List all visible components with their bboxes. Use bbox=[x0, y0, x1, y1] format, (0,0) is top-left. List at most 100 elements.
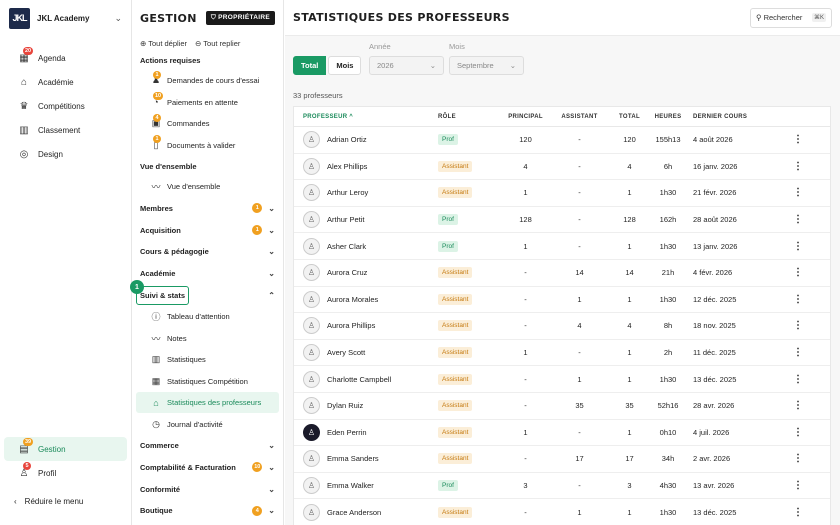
group-item[interactable]: Académie ⌄ bbox=[132, 263, 283, 285]
professor-name[interactable]: Charlotte Campbell bbox=[327, 374, 392, 384]
role-badge: Assistant bbox=[438, 453, 473, 465]
row-menu-icon[interactable]: ⋮ bbox=[793, 453, 803, 465]
professor-name[interactable]: Aurora Morales bbox=[327, 294, 379, 304]
role-badge: Assistant bbox=[438, 293, 473, 305]
nav-item-competitions[interactable]: ♛ Compétitions bbox=[4, 94, 127, 118]
overview-item[interactable]: 〰 Vue d'ensemble bbox=[136, 176, 279, 198]
col-professeur[interactable]: PROFESSEUR ^ bbox=[303, 113, 354, 120]
table-row[interactable]: ♙ Aurora Phillips Assistant - 4 4 8h 18 nov. 20… bbox=[294, 313, 830, 340]
row-menu-icon[interactable]: ⋮ bbox=[793, 134, 803, 146]
row-menu-icon[interactable]: ⋮ bbox=[793, 373, 803, 385]
action-item[interactable]: ◔ 10 Paiements en attente bbox=[136, 92, 279, 114]
group-item[interactable]: Conformité ⌄ bbox=[132, 478, 283, 500]
table-row[interactable]: ♙ Alex Phillips Assistant 4 - 4 6h 16 janv. 202… bbox=[294, 154, 830, 181]
table-row[interactable]: ♙ Charlotte Campbell Assistant - 1 1 1h30 13 dé… bbox=[294, 366, 830, 393]
nav-item-design[interactable]: ◎ Design bbox=[4, 142, 127, 166]
row-menu-icon[interactable]: ⋮ bbox=[793, 347, 803, 359]
avatar: ♙ bbox=[303, 477, 320, 495]
mois-toggle[interactable]: Mois bbox=[328, 56, 362, 75]
professor-name[interactable]: Aurora Cruz bbox=[327, 268, 368, 278]
row-menu-icon[interactable]: ⋮ bbox=[793, 320, 803, 332]
table-row[interactable]: ♙ Arthur Petit Prof 128 - 128 162h 28 août 2026… bbox=[294, 207, 830, 234]
cell-dernier-cours: 28 avr. 2026 bbox=[693, 401, 735, 411]
role-badge: Assistant bbox=[438, 347, 473, 359]
avatar: ♙ bbox=[303, 503, 320, 521]
table-row[interactable]: ♙ Grace Anderson Assistant - 1 1 1h30 13 déc. 2… bbox=[294, 499, 830, 525]
professor-name[interactable]: Adrian Ortiz bbox=[327, 135, 367, 145]
professor-name[interactable]: Dylan Ruiz bbox=[327, 401, 364, 411]
professor-name[interactable]: Arthur Petit bbox=[327, 215, 365, 225]
table-row[interactable]: ♙ Aurora Cruz Assistant - 14 14 21h 4 févr. 202… bbox=[294, 260, 830, 287]
row-menu-icon[interactable]: ⋮ bbox=[793, 506, 803, 518]
table-row[interactable]: ♙ Emma Sanders Assistant - 17 17 34h 2 avr. 202… bbox=[294, 446, 830, 473]
action-item[interactable]: ♟ 1 Demandes de cours d'essai bbox=[136, 70, 279, 92]
nav-item-academie[interactable]: ⌂ Académie bbox=[4, 70, 127, 94]
suivi-item[interactable]: ⌂ Statistiques des professeurs bbox=[136, 391, 279, 414]
cell-principal: 1 bbox=[523, 188, 528, 198]
professor-name[interactable]: Eden Perrin bbox=[327, 427, 367, 437]
table-row[interactable]: ♙ Avery Scott Assistant 1 - 1 2h 11 déc. 2025 ⋮ bbox=[294, 340, 830, 367]
action-item[interactable]: ▣ 4 Commandes bbox=[136, 113, 279, 135]
cell-role: Assistant bbox=[438, 453, 503, 465]
suivi-item[interactable]: ▦ Statistiques Compétition bbox=[136, 370, 279, 392]
expand-all-button[interactable]: ⊕ Tout déplier bbox=[140, 39, 187, 48]
group-item[interactable]: Cours & pédagogie ⌄ bbox=[132, 241, 283, 263]
mois-select[interactable]: Septembre ⌄ bbox=[449, 56, 524, 75]
row-menu-icon[interactable]: ⋮ bbox=[793, 400, 803, 412]
row-menu-icon[interactable]: ⋮ bbox=[793, 293, 803, 305]
row-menu-icon[interactable]: ⋮ bbox=[793, 160, 803, 172]
professor-name[interactable]: Avery Scott bbox=[327, 348, 366, 358]
row-menu-icon[interactable]: ⋮ bbox=[793, 480, 803, 492]
cell-principal: 120 bbox=[519, 135, 532, 145]
row-menu-icon[interactable]: ⋮ bbox=[793, 267, 803, 279]
table-row[interactable]: ♙ Eden Perrin Assistant 1 - 1 0h10 4 juil. 2026… bbox=[294, 420, 830, 447]
professor-name[interactable]: Grace Anderson bbox=[327, 507, 382, 517]
collapse-menu-button[interactable]: ‹ Réduire le menu bbox=[0, 489, 131, 513]
table-row[interactable]: ♙ Adrian Ortiz Prof 120 - 120 155h13 4 août 202… bbox=[294, 127, 830, 154]
professor-name[interactable]: Emma Sanders bbox=[327, 454, 379, 464]
nav-item-gestion[interactable]: ▤ 39 Gestion bbox=[4, 437, 127, 461]
brand-logo: JKL bbox=[9, 7, 30, 29]
professor-name[interactable]: Asher Clark bbox=[327, 241, 367, 251]
table-row[interactable]: ♙ Emma Walker Prof 3 - 3 4h30 13 avr. 2026 ⋮ bbox=[294, 473, 830, 500]
suivi-item[interactable]: 〰 Notes bbox=[136, 327, 279, 349]
group-item[interactable]: Comptabilité & Facturation 10 ⌄ bbox=[132, 457, 283, 479]
group-item[interactable]: Commerce ⌄ bbox=[132, 435, 283, 457]
nav-item-classement[interactable]: ▥ Classement bbox=[4, 118, 127, 142]
group-item[interactable]: Acquisition 1 ⌄ bbox=[132, 219, 283, 241]
nav-badge: 5 bbox=[23, 462, 31, 470]
row-menu-icon[interactable]: ⋮ bbox=[793, 426, 803, 438]
role-badge: Assistant bbox=[438, 160, 473, 172]
group-item[interactable]: Boutique 4 ⌄ bbox=[132, 500, 283, 522]
suivi-item[interactable]: ◷ Journal d'activité bbox=[136, 413, 279, 435]
cell-name: ♙ Charlotte Campbell bbox=[294, 370, 438, 388]
table-row[interactable]: ♙ Aurora Morales Assistant - 1 1 1h30 12 déc. 2… bbox=[294, 287, 830, 314]
professor-name[interactable]: Emma Walker bbox=[327, 481, 374, 491]
group-label: Commerce bbox=[140, 441, 179, 451]
row-menu-icon[interactable]: ⋮ bbox=[793, 214, 803, 226]
suivi-item[interactable]: ▥ Statistiques bbox=[136, 349, 279, 371]
brand-switcher[interactable]: JKL JKL Academy ⌄ bbox=[0, 0, 131, 36]
annee-select[interactable]: 2026 ⌄ bbox=[369, 56, 444, 75]
row-menu-icon[interactable]: ⋮ bbox=[793, 187, 803, 199]
cell-name: ♙ Grace Anderson bbox=[294, 503, 438, 521]
nav-item-agenda[interactable]: ▦ 20 Agenda bbox=[4, 46, 127, 70]
table-row[interactable]: ♙ Dylan Ruiz Assistant - 35 35 52h16 28 avr. 20… bbox=[294, 393, 830, 420]
total-toggle[interactable]: Total bbox=[293, 56, 327, 75]
table-row[interactable]: ♙ Arthur Leroy Assistant 1 - 1 1h30 21 févr. 20… bbox=[294, 180, 830, 207]
nav-item-profil[interactable]: ♙ 5 Profil bbox=[4, 461, 127, 485]
group-label: Cours & pédagogie bbox=[140, 247, 209, 257]
professor-name[interactable]: Aurora Phillips bbox=[327, 321, 376, 331]
action-item[interactable]: ▯ 1 Documents à valider bbox=[136, 135, 279, 157]
table-row[interactable]: ♙ Asher Clark Prof 1 - 1 1h30 13 janv. 2026 ⋮ bbox=[294, 233, 830, 260]
search-button[interactable]: ⚲ Rechercher ⌘K bbox=[750, 7, 832, 28]
group-label: Académie bbox=[140, 268, 176, 278]
professor-name[interactable]: Arthur Leroy bbox=[327, 188, 369, 198]
group-item[interactable]: Membres 1 ⌄ bbox=[132, 198, 283, 220]
group-suivi-stats[interactable]: Suivi & stats ⌃ bbox=[132, 284, 283, 306]
professor-name[interactable]: Alex Phillips bbox=[327, 161, 368, 171]
action-icon: ▣ 4 bbox=[151, 113, 161, 129]
collapse-all-button[interactable]: ⊖ Tout replier bbox=[195, 39, 240, 48]
suivi-item[interactable]: ⓘ Tableau d'attention bbox=[136, 306, 279, 328]
row-menu-icon[interactable]: ⋮ bbox=[793, 240, 803, 252]
